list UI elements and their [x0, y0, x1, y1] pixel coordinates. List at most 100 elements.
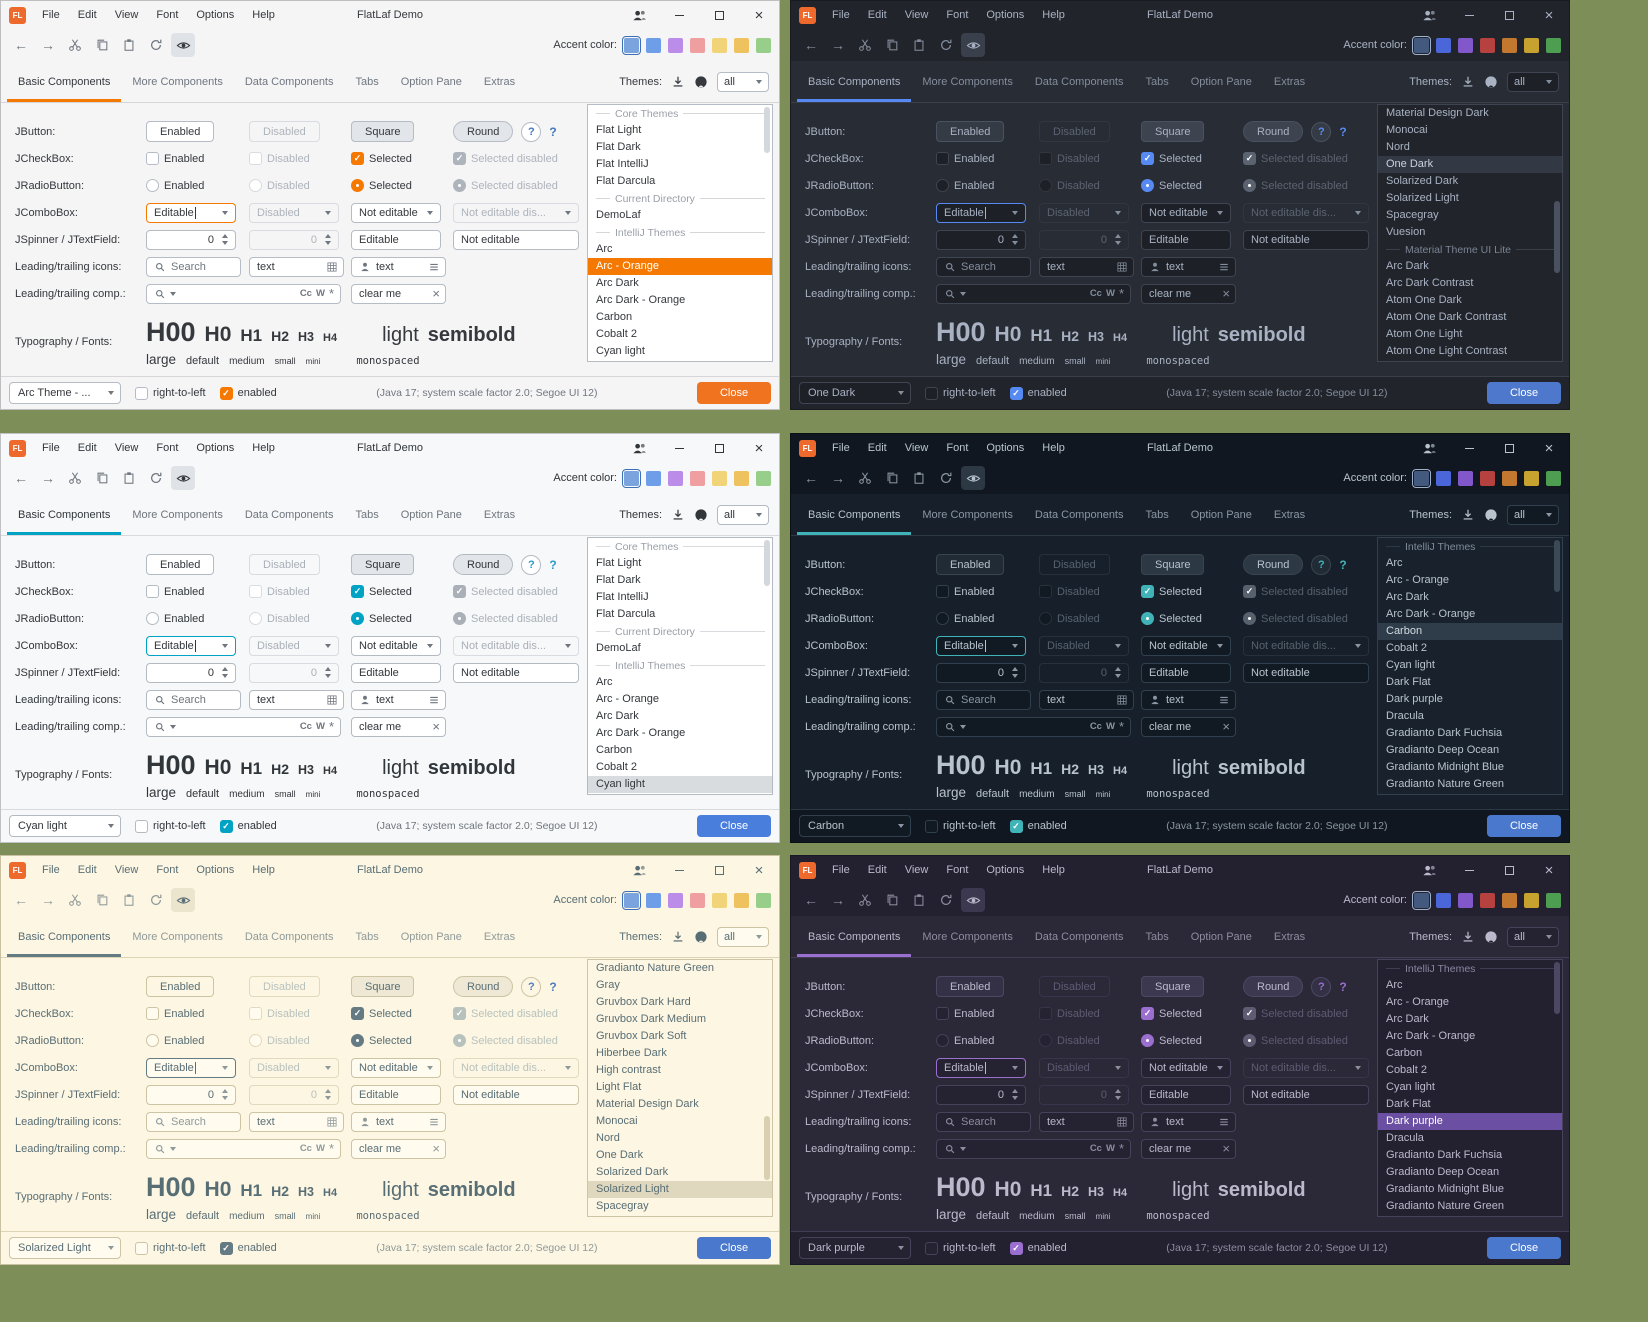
clear-icon[interactable] [1222, 1141, 1230, 1156]
round-button[interactable]: Round [453, 554, 514, 575]
menu-help[interactable]: Help [1042, 864, 1065, 876]
theme-item-cyan-light[interactable]: Cyan light [1386, 659, 1435, 671]
square-button[interactable]: Square [351, 976, 415, 997]
tab-basic-components[interactable]: Basic Components [797, 916, 911, 957]
checkbox-selected[interactable]: Selected [351, 152, 412, 165]
tab-tabs[interactable]: Tabs [1145, 930, 1169, 943]
themes-filter-select[interactable]: all [717, 926, 769, 947]
theme-item-solarized-dark[interactable]: Solarized Dark [1386, 175, 1459, 187]
search-with-options-field[interactable]: Cc W * [146, 716, 341, 737]
radio-selected[interactable]: Selected [1141, 179, 1202, 192]
tab-option-pane[interactable]: Option Pane [1190, 75, 1252, 88]
chevron-down-icon[interactable] [427, 210, 433, 215]
accent-swatch-1[interactable] [1411, 468, 1432, 488]
copy-icon[interactable] [880, 466, 904, 490]
menu-help[interactable]: Help [252, 442, 275, 454]
theme-item-flat-light[interactable]: Flat Light [596, 557, 642, 569]
accent-swatch-5[interactable] [712, 892, 727, 908]
paste-icon[interactable] [907, 33, 931, 57]
table-icon[interactable] [1116, 1116, 1128, 1128]
menu-options[interactable]: Options [196, 9, 235, 21]
clear-me-field[interactable]: clear me [1141, 283, 1236, 304]
theme-selector[interactable]: Solarized Light [9, 1237, 121, 1259]
menu-options[interactable]: Options [986, 442, 1025, 454]
help-icon[interactable]: ? [549, 124, 557, 139]
menu-help[interactable]: Help [1042, 442, 1065, 454]
close-button[interactable]: Close [697, 1237, 771, 1259]
text-field-leading-trailing-icons[interactable]: text [351, 1111, 446, 1132]
maximize-button[interactable] [1489, 856, 1529, 884]
close-button[interactable]: Close [1487, 815, 1561, 837]
scrollbar-thumb[interactable] [1554, 962, 1560, 1014]
scrollbar-thumb[interactable] [1554, 540, 1560, 592]
theme-item-gradianto-dark-fuchsia[interactable]: Gradianto Dark Fuchsia [1386, 727, 1503, 739]
menu-edit[interactable]: Edit [867, 442, 887, 454]
spinner[interactable]: 0 [146, 229, 236, 250]
checkbox-enabled[interactable]: Enabled [936, 152, 994, 165]
clear-icon[interactable] [1222, 286, 1230, 301]
themes-filter-select[interactable]: all [1507, 504, 1559, 525]
theme-item-cobalt-2[interactable]: Cobalt 2 [596, 761, 637, 773]
menu-font[interactable]: Font [156, 864, 179, 876]
tab-basic-components[interactable]: Basic Components [7, 494, 121, 535]
spinner-up-icon[interactable] [1012, 1089, 1018, 1093]
accent-swatch-5[interactable] [1502, 470, 1517, 486]
theme-item-carbon[interactable]: Carbon [1386, 1047, 1423, 1059]
close-window-button[interactable] [1529, 856, 1569, 884]
close-button[interactable]: Close [697, 382, 771, 404]
clear-me-field[interactable]: clear me [1141, 716, 1236, 737]
theme-item-monocai[interactable]: Monocai [1386, 124, 1428, 136]
spinner[interactable]: 0 [936, 229, 1026, 250]
show-hidden-toggle[interactable] [171, 466, 195, 490]
whole-words-toggle[interactable]: W [315, 721, 325, 732]
tab-tabs[interactable]: Tabs [1145, 75, 1169, 88]
tab-data-components[interactable]: Data Components [244, 930, 334, 943]
combobox-editable[interactable]: Editable [936, 635, 1026, 656]
github-icon[interactable] [1484, 75, 1498, 89]
download-theme-icon[interactable] [671, 930, 685, 944]
copy-icon[interactable] [90, 888, 114, 912]
refresh-icon[interactable] [934, 33, 958, 57]
checkbox-enabled[interactable]: Enabled [936, 585, 994, 598]
whole-words-toggle[interactable]: W [315, 288, 325, 299]
theme-item-arc-dark-contrast[interactable]: Arc Dark Contrast [1386, 277, 1474, 289]
themes-filter-select[interactable]: all [1507, 71, 1559, 92]
square-button[interactable]: Square [1141, 976, 1205, 997]
combobox-not-editable[interactable]: Not editable [351, 1057, 441, 1078]
theme-item-arc[interactable]: Arc [1386, 557, 1403, 569]
cut-icon[interactable] [63, 888, 87, 912]
textfield-editable[interactable]: Editable [1141, 1084, 1231, 1105]
cut-icon[interactable] [63, 33, 87, 57]
download-theme-icon[interactable] [1461, 508, 1475, 522]
chevron-down-icon[interactable] [222, 1065, 228, 1070]
users-icon[interactable] [619, 856, 659, 884]
theme-item-dark-flat[interactable]: Dark Flat [1386, 1098, 1431, 1110]
accent-swatch-2[interactable] [1436, 892, 1451, 908]
tab-option-pane[interactable]: Option Pane [400, 75, 462, 88]
tab-extras[interactable]: Extras [1273, 75, 1306, 88]
github-icon[interactable] [694, 75, 708, 89]
match-case-toggle[interactable]: Cc [299, 288, 312, 299]
text-field-trailing-icon[interactable]: text [1039, 1111, 1134, 1132]
tab-data-components[interactable]: Data Components [244, 508, 334, 521]
match-case-toggle[interactable]: Cc [1089, 1143, 1102, 1154]
table-icon[interactable] [326, 1116, 338, 1128]
textfield-editable[interactable]: Editable [1141, 229, 1231, 250]
whole-words-toggle[interactable]: W [1105, 721, 1115, 732]
help-icon[interactable]: ? [1339, 557, 1347, 572]
back-button[interactable] [9, 33, 33, 57]
maximize-button[interactable] [1489, 434, 1529, 462]
themes-filter-select[interactable]: all [1507, 926, 1559, 947]
accent-swatch-6[interactable] [734, 470, 749, 486]
accent-swatch-6[interactable] [734, 892, 749, 908]
theme-item-gray[interactable]: Gray [596, 979, 620, 991]
text-field-trailing-icon[interactable]: text [1039, 256, 1134, 277]
menu-edit[interactable]: Edit [867, 9, 887, 21]
combobox-editable[interactable]: Editable [936, 202, 1026, 223]
theme-selector[interactable]: Arc Theme - ... [9, 382, 121, 404]
radio-enabled[interactable]: Enabled [936, 612, 994, 625]
paste-icon[interactable] [117, 33, 141, 57]
menu-font[interactable]: Font [156, 442, 179, 454]
search-with-options-field[interactable]: Cc W * [146, 1138, 341, 1159]
close-button[interactable]: Close [1487, 1237, 1561, 1259]
